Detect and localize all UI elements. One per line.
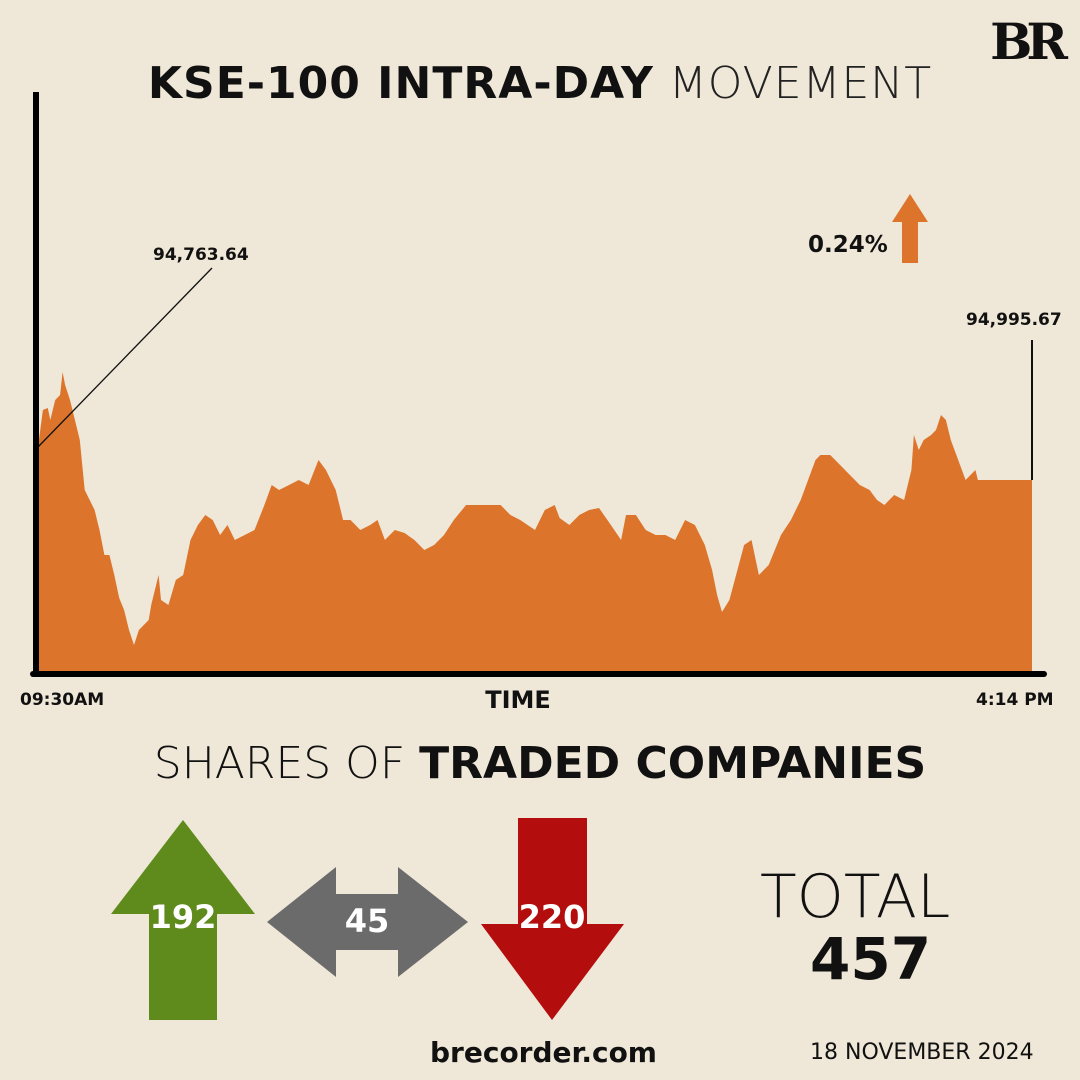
close-value-label: 94,995.67 [966,310,1062,330]
title-light: MOVEMENT [668,58,933,109]
open-leader-line [37,267,213,448]
x-tick-end: 4:14 PM [976,690,1054,710]
area-chart [30,92,1047,677]
up-arrow-icon [892,194,928,263]
open-value-label: 94,763.64 [153,245,249,265]
advanced-count: 192 [149,898,217,936]
change-percent: 0.24% [808,232,888,258]
area-series [38,372,1032,672]
unchanged-count: 45 [344,902,390,940]
shares-title: SHARES OF TRADED COMPANIES [0,738,1080,789]
decline-arrow-icon [481,818,624,1020]
x-tick-start: 09:30AM [20,690,105,710]
shares-title-bold: TRADED COMPANIES [419,738,927,789]
shares-title-light: SHARES OF [153,738,406,789]
br-logo: BR [990,12,1068,71]
chart-title: KSE-100 INTRA-DAY MOVEMENT [0,58,1080,109]
website: brecorder.com [430,1036,657,1069]
total-label: TOTAL [760,862,951,932]
x-axis-label: TIME [485,686,551,714]
date: 18 NOVEMBER 2024 [810,1040,1034,1065]
title-bold: KSE-100 INTRA-DAY [147,58,654,109]
declined-count: 220 [518,898,586,936]
advance-arrow-icon [111,820,255,1020]
shares-arrows [111,818,624,1020]
total-value: 457 [810,925,932,993]
unchanged-arrow-icon [267,867,468,977]
